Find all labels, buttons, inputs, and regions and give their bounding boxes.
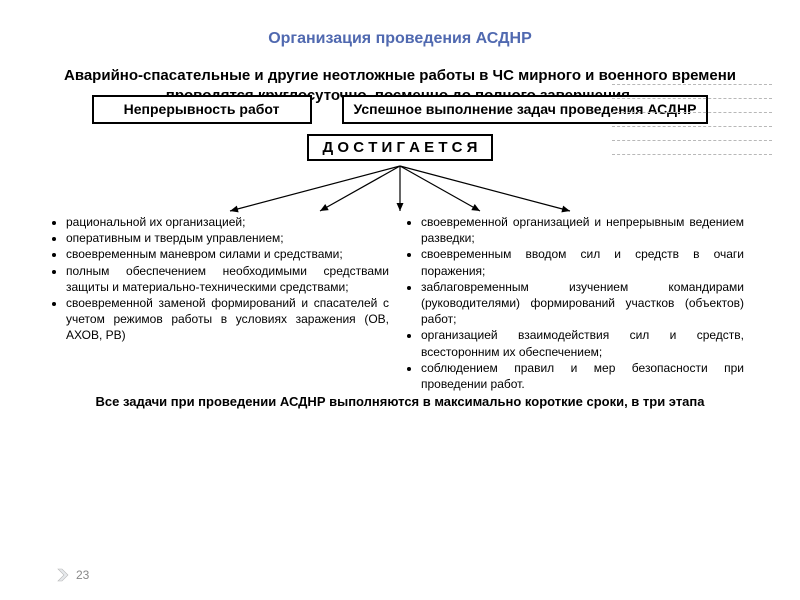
two-columns: рациональной их организацией;оперативным… [0, 214, 800, 392]
achieved-wrap: Д О С Т И Г А Е Т С Я [0, 134, 800, 161]
list-item: рациональной их организацией; [66, 214, 389, 230]
box-continuity: Непрерывность работ [92, 95, 312, 125]
list-item: организацией взаимодействия сил и средст… [421, 327, 744, 359]
list-item: своевременным вводом сил и средств в оча… [421, 246, 744, 278]
list-item: заблаговременным изучением командирами (… [421, 279, 744, 328]
list-item: полным обеспечением необходимыми средств… [66, 263, 389, 295]
arrow-fan [100, 161, 700, 216]
page-number: 23 [76, 568, 89, 582]
list-item: оперативным и твердым управлением; [66, 230, 389, 246]
list-item: соблюдением правил и мер безопасности пр… [421, 360, 744, 392]
left-list: рациональной их организацией;оперативным… [56, 214, 389, 344]
left-column: рациональной их организацией;оперативным… [56, 214, 389, 392]
right-list: своевременной организацией и непрерывным… [411, 214, 744, 392]
list-item: своевременной организацией и непрерывным… [421, 214, 744, 246]
list-item: своевременной заменой формирований и спа… [66, 295, 389, 344]
list-item: своевременным маневром силами и средства… [66, 246, 389, 262]
chevron-icon [56, 567, 72, 583]
page-title: Организация проведения АСДНР [0, 0, 800, 48]
right-column: своевременной организацией и непрерывным… [411, 214, 744, 392]
footer-text: Все задачи при проведении АСДНР выполняю… [0, 392, 800, 411]
box-achieved: Д О С Т И Г А Е Т С Я [307, 134, 494, 161]
